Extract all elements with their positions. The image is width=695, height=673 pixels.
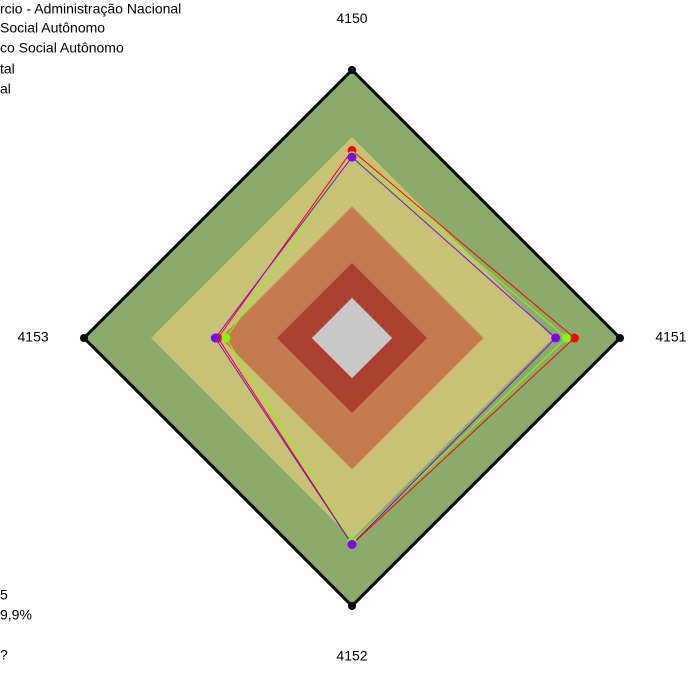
axis-end-dot [348,602,356,610]
data-point [561,333,571,343]
axis-label: 4151 [655,329,686,345]
axis-end-dot [616,334,624,342]
footnote: 5 [0,587,8,603]
band [311,297,393,379]
axis-end-dot [80,334,88,342]
axis-end-dot [348,66,356,74]
legend-entry: co Social Autônomo [0,40,124,56]
legend-entry: tal [0,61,15,77]
data-point [347,152,357,162]
legend-entry: al [0,81,11,97]
axis-label: 4153 [18,329,49,345]
legend-entry: Social Autônomo [0,20,105,36]
data-point [210,333,220,343]
footnote: ? [0,647,8,663]
data-point [221,333,231,343]
legend-entry: rcio - Administração Nacional [0,1,181,17]
axis-label: 4152 [336,648,367,664]
data-point [347,539,357,549]
footnote: 9,9% [0,607,32,623]
axis-label: 4150 [336,10,367,26]
data-point [569,333,579,343]
data-point [551,333,561,343]
